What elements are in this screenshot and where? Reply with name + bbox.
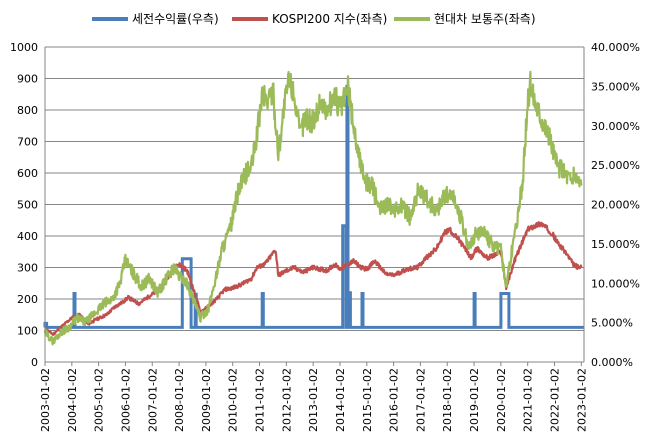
legend-label: 현대차 보통주(좌측)	[434, 12, 536, 26]
right-y-tick-label: 10.000%	[591, 277, 640, 290]
x-tick-label: 2013-01-02	[307, 368, 320, 432]
right-y-tick-label: 5.000%	[591, 317, 633, 330]
x-tick-label: 2014-01-02	[334, 368, 347, 432]
x-axis-ticks: 2003-01-02 2004-01-02 2005-01-02 2006-01-02…	[39, 362, 588, 432]
left-y-tick-label: 900	[17, 73, 38, 86]
x-tick-label: 2008-01-02	[173, 368, 186, 432]
x-tick-label: 2012-01-02	[280, 368, 293, 432]
left-y-axis-ticks: 0 100 200 300 400 500 600 700 800 900 1000	[10, 41, 38, 369]
legend: 세전수익률(우측) KOSPI200 지수(좌측) 현대차 보통주(좌측)	[92, 12, 536, 26]
left-y-tick-label: 300	[17, 262, 38, 275]
x-tick-label: 2007-01-02	[146, 368, 159, 432]
x-tick-label: 2004-01-02	[66, 368, 79, 432]
series-layer	[43, 70, 584, 346]
x-tick-label: 2009-01-02	[200, 368, 213, 432]
left-y-tick-label: 200	[17, 293, 38, 306]
x-tick-label: 2019-01-02	[468, 368, 481, 432]
right-y-tick-label: 15.000%	[591, 238, 640, 251]
left-y-tick-label: 400	[17, 230, 38, 243]
right-y-tick-label: 40.000%	[591, 41, 640, 54]
x-tick-label: 2011-01-02	[254, 368, 267, 432]
x-tick-label: 2003-01-02	[39, 368, 52, 432]
right-y-tick-label: 30.000%	[591, 120, 640, 133]
x-tick-label: 2023-01-02	[575, 368, 588, 432]
legend-label: 세전수익률(우측)	[132, 12, 219, 26]
x-tick-label: 2015-01-02	[361, 368, 374, 432]
right-y-tick-label: 20.000%	[591, 199, 640, 212]
x-tick-label: 2018-01-02	[441, 368, 454, 432]
x-tick-label: 2005-01-02	[93, 368, 106, 432]
left-y-tick-label: 500	[17, 199, 38, 212]
x-tick-label: 2017-01-02	[414, 368, 427, 432]
series-line-hyundai	[43, 70, 583, 346]
x-tick-label: 2006-01-02	[119, 368, 132, 432]
left-y-tick-label: 1000	[10, 41, 38, 54]
x-tick-label: 2021-01-02	[522, 368, 535, 432]
left-y-tick-label: 0	[31, 356, 38, 369]
left-y-tick-label: 100	[17, 325, 38, 338]
x-tick-label: 2016-01-02	[388, 368, 401, 432]
right-y-tick-label: 0.000%	[591, 356, 633, 369]
right-y-axis-ticks: 0.000% 5.000% 10.000% 15.000% 20.000% 25.000%…	[591, 41, 640, 369]
right-y-tick-label: 25.000%	[591, 159, 640, 172]
legend-label: KOSPI200 지수(좌측)	[272, 12, 387, 26]
series-line-kospi200	[44, 221, 583, 336]
right-y-tick-label: 35.000%	[591, 80, 640, 93]
x-tick-label: 2010-01-02	[227, 368, 240, 432]
left-y-tick-label: 600	[17, 167, 38, 180]
x-tick-label: 2022-01-02	[549, 368, 562, 432]
gridlines	[45, 46, 584, 331]
left-y-tick-label: 700	[17, 136, 38, 149]
x-tick-label: 2020-01-02	[495, 368, 508, 432]
left-y-tick-label: 800	[17, 104, 38, 117]
series-line-return	[43, 84, 584, 329]
